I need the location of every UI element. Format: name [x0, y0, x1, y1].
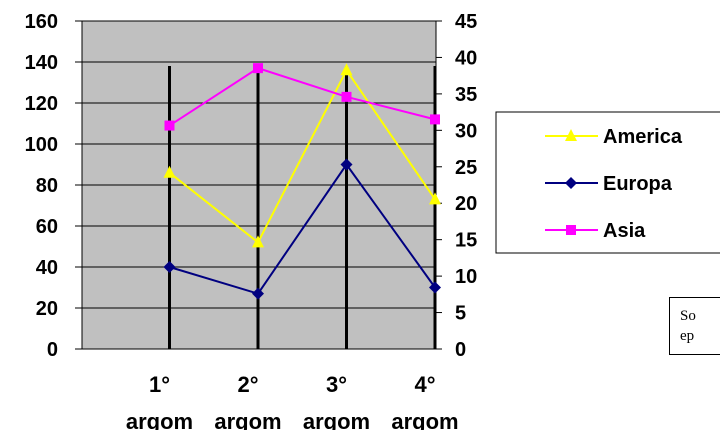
- right-tick-label: 45: [455, 11, 477, 33]
- category-label: argom: [214, 409, 281, 430]
- category-label: 2°: [237, 372, 258, 397]
- data-point-marker: [430, 114, 440, 125]
- data-point-marker: [340, 158, 353, 171]
- left-tick-label: 160: [25, 11, 58, 33]
- series-america: [163, 63, 441, 248]
- left-tick-label: 60: [36, 216, 58, 238]
- left-tick-label: 140: [25, 52, 58, 74]
- left-tick-label: 0: [47, 339, 58, 361]
- note-line-2: ep: [680, 328, 695, 344]
- category-label: 4°: [414, 372, 435, 397]
- right-tick-label: 20: [455, 193, 477, 215]
- category-label: argom: [391, 409, 458, 430]
- note-box: So ep: [669, 297, 720, 355]
- data-point-marker: [341, 91, 352, 102]
- legend-label: Asia: [603, 220, 646, 242]
- right-axis-ticks: 0 5 10 15 20 25 30 35 40 45: [436, 11, 477, 361]
- legend: America Europa Asia: [495, 111, 720, 254]
- category-label: 1°: [149, 372, 170, 397]
- legend-swatch-marker: [566, 225, 576, 235]
- category-labels: 1° argom 2° argom 3° argom 4° argom: [126, 372, 459, 430]
- legend-swatch-marker: [565, 177, 577, 189]
- legend-label: Europa: [603, 173, 673, 195]
- legend-label: America: [603, 126, 683, 148]
- right-tick-label: 5: [455, 303, 466, 325]
- series-asia: [164, 63, 440, 131]
- left-tick-label: 120: [25, 93, 58, 115]
- category-label: argom: [303, 409, 370, 430]
- category-label: 3°: [326, 372, 347, 397]
- left-tick-label: 80: [36, 175, 58, 197]
- right-tick-label: 25: [455, 157, 477, 179]
- legend-swatch-marker: [565, 129, 577, 141]
- category-lines: [168, 66, 437, 349]
- data-point-marker: [252, 235, 264, 248]
- right-tick-label: 40: [455, 47, 477, 69]
- right-tick-label: 30: [455, 120, 477, 142]
- series-line: [169, 162, 436, 295]
- data-point-marker: [429, 281, 441, 294]
- data-point-marker: [340, 63, 353, 76]
- series-line: [168, 67, 436, 127]
- right-tick-label: 35: [455, 84, 477, 106]
- note-line-1: So: [680, 308, 696, 324]
- series-line: [168, 68, 436, 244]
- left-tick-label: 40: [36, 257, 58, 279]
- data-point-marker: [253, 63, 263, 74]
- left-tick-label: 20: [36, 298, 58, 320]
- data-point-marker: [429, 192, 441, 205]
- data-point-marker: [252, 287, 264, 300]
- left-tick-label: 100: [25, 134, 58, 156]
- legend-box: [495, 111, 720, 254]
- right-tick-label: 0: [455, 339, 466, 361]
- category-label: argom: [126, 409, 193, 430]
- data-point-marker: [164, 120, 175, 131]
- series-layer: [163, 63, 441, 300]
- series-europa: [163, 158, 441, 300]
- data-point-marker: [163, 261, 176, 273]
- right-tick-label: 15: [455, 230, 477, 252]
- right-tick-label: 10: [455, 266, 477, 288]
- data-point-marker: [163, 165, 176, 178]
- left-axis-ticks: 0 20 40 60 80 100 120 140 160: [25, 11, 82, 361]
